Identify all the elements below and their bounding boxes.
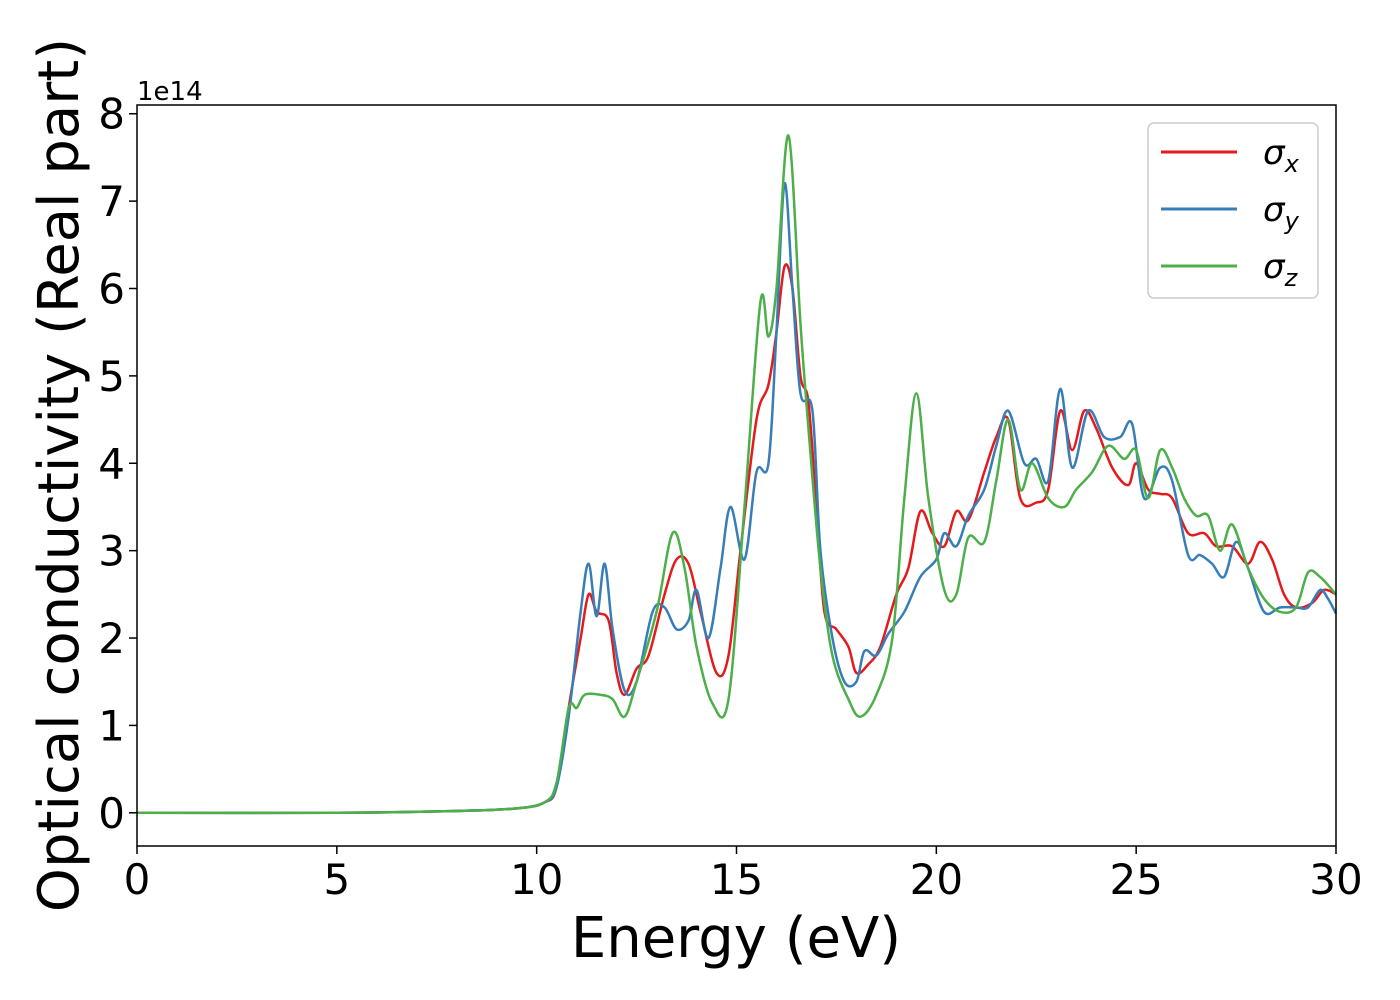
y-offset-label: 1e14 [137,77,203,107]
x-ticks: 0 5 10 15 20 25 30 [124,846,1363,904]
x-axis-label: Energy (eV) [571,906,901,971]
x-tick-label: 0 [124,855,151,904]
x-tick-label: 10 [510,855,563,904]
y-tick-label: 4 [98,439,125,488]
series-line-y [136,182,1338,815]
y-tick-label: 0 [98,789,125,838]
legend-label-x: σx [1263,133,1300,178]
x-tick-label: 30 [1309,855,1362,904]
legend-label-y: σy [1263,190,1300,235]
legend-items: σx σy σz [1161,133,1300,292]
x-tick-label: 15 [710,855,763,904]
y-tick-label: 6 [98,265,125,314]
x-tick-label: 20 [910,855,963,904]
legend-label-z: σz [1263,247,1299,292]
y-tick-label: 5 [98,352,125,401]
series-line-z [136,134,1337,815]
y-tick-label: 1 [98,701,125,750]
series-group [136,134,1338,815]
x-tick-label: 25 [1109,855,1162,904]
y-tick-label: 7 [98,177,125,226]
series-line-x [136,263,1337,815]
y-tick-label: 3 [98,527,125,576]
y-axis-label: Optical conductivity (Real part) [27,38,92,912]
legend: σx σy σz [1147,122,1319,299]
y-tick-label: 8 [98,90,125,139]
y-ticks: 0 1 2 3 4 5 6 7 8 [98,90,137,838]
y-tick-label: 2 [98,614,125,663]
x-tick-label: 5 [323,855,350,904]
